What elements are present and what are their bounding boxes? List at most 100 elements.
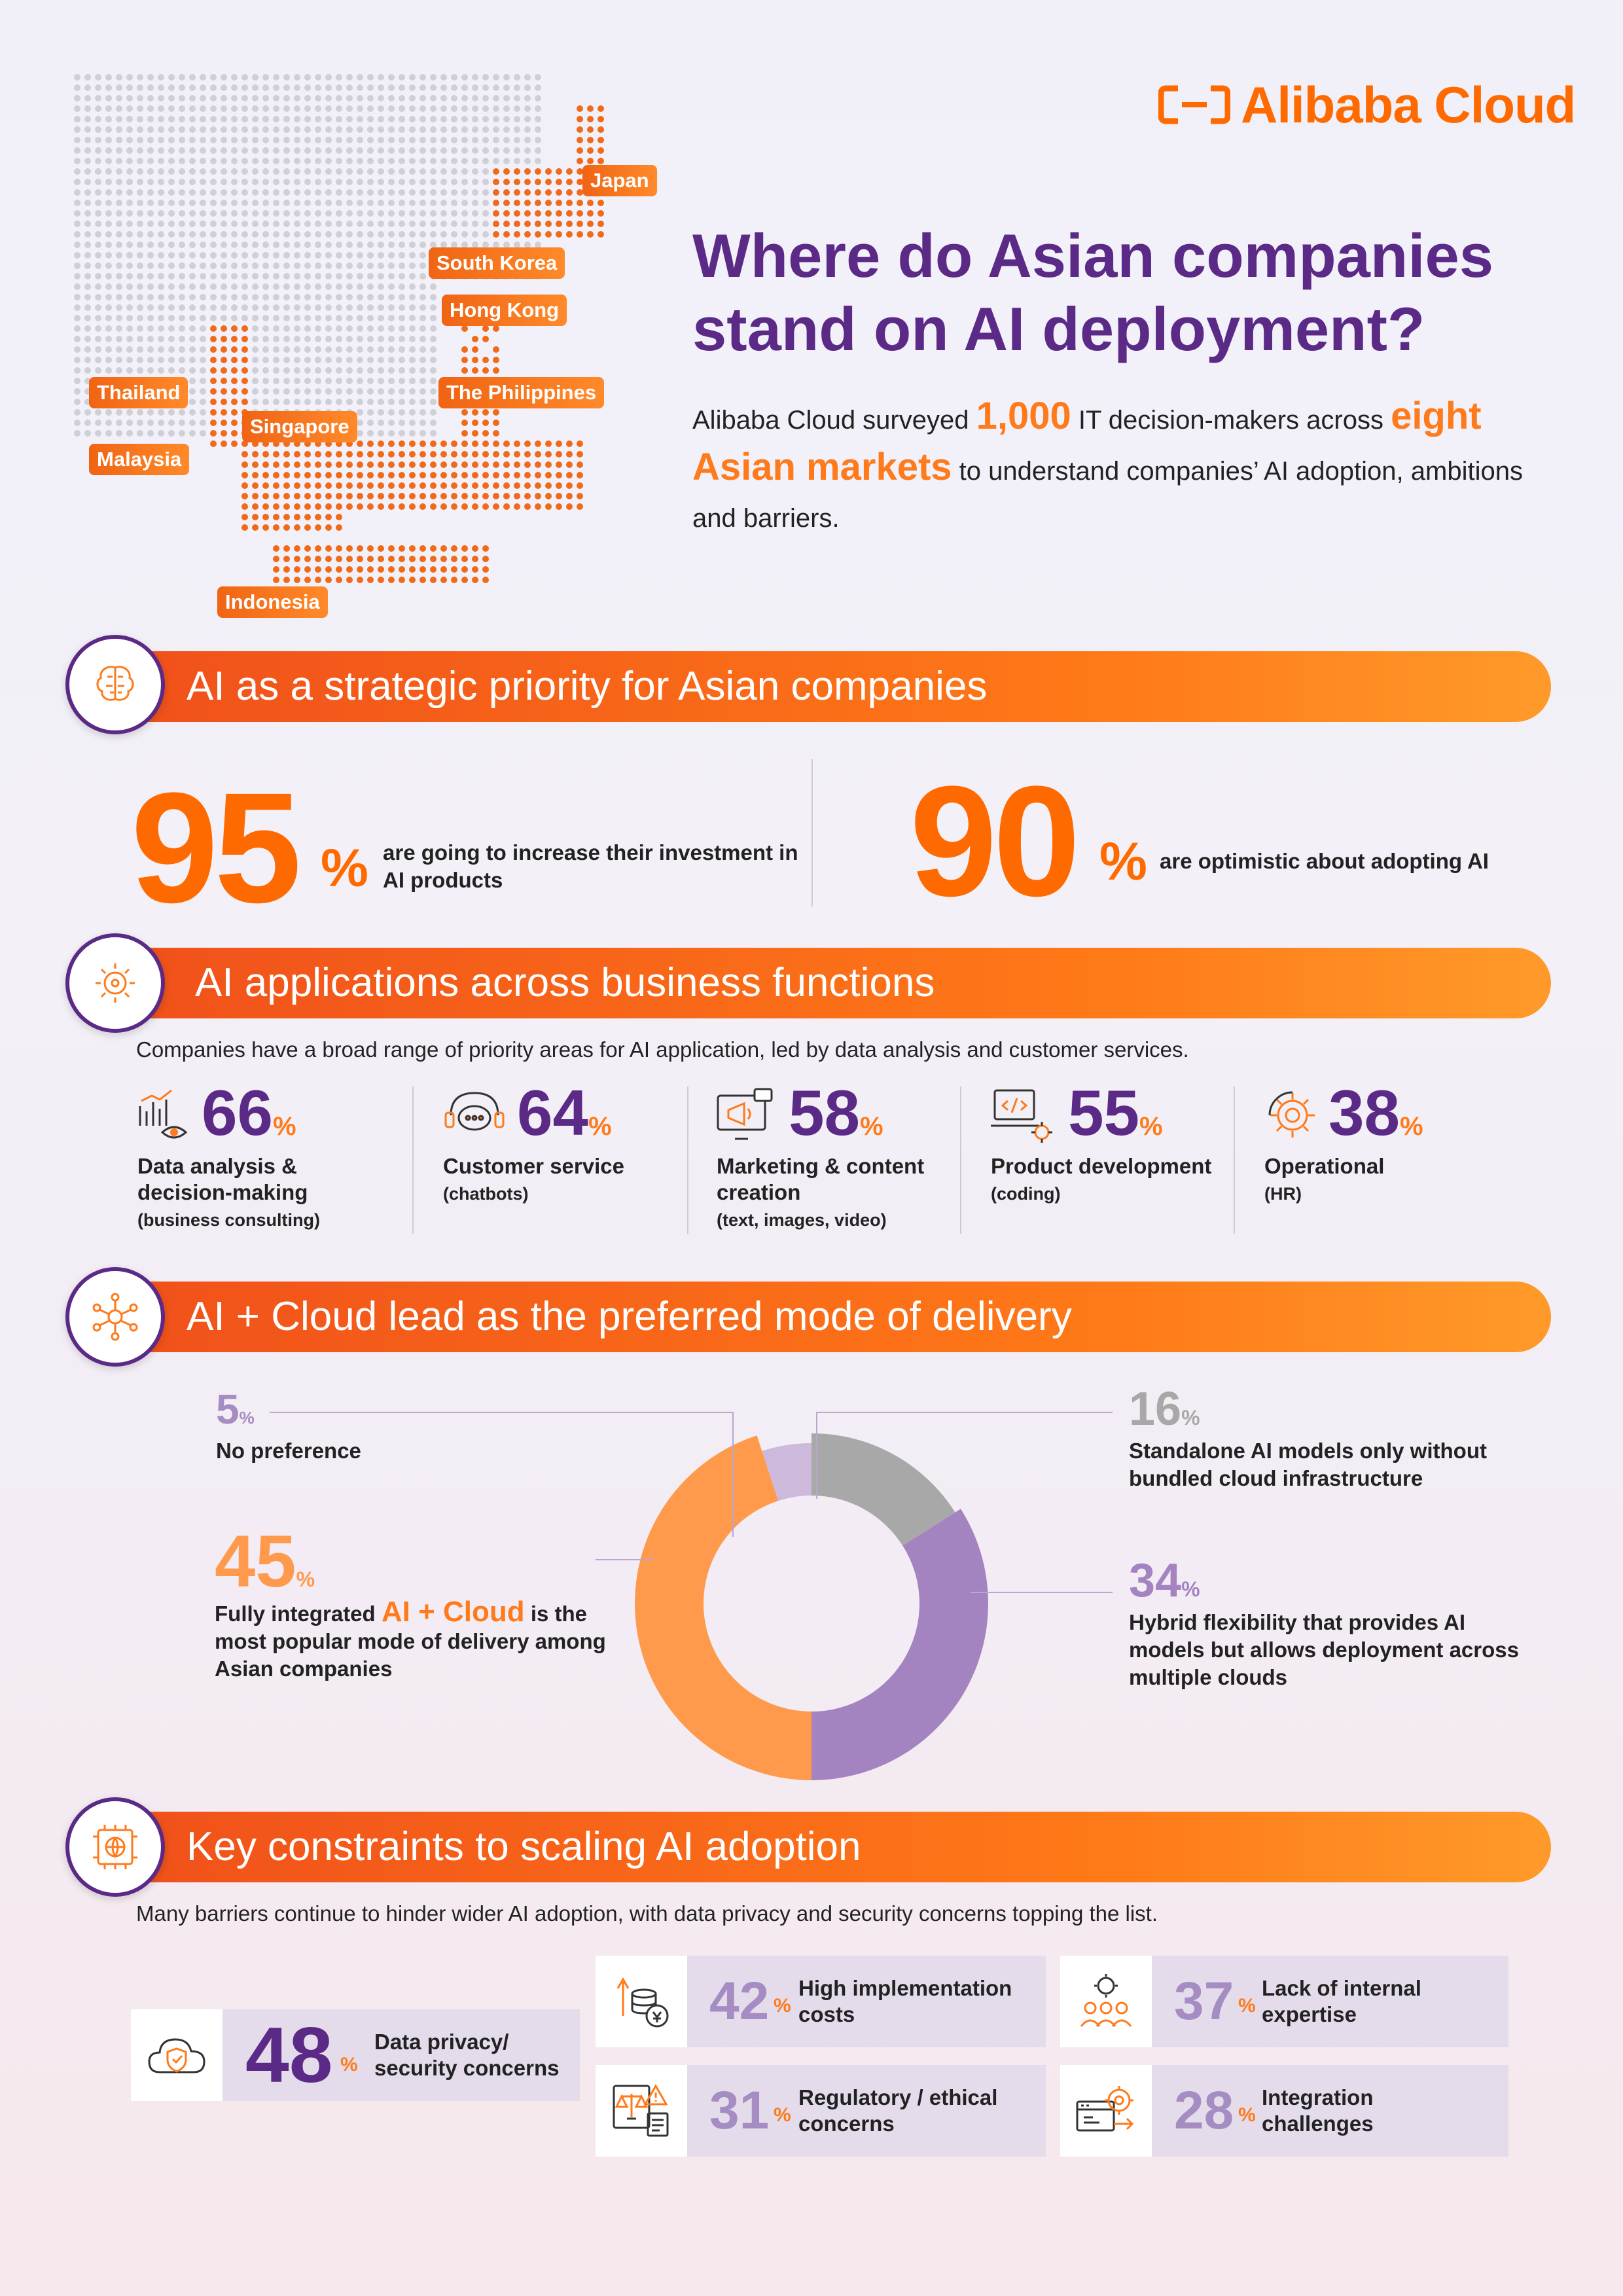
constraint-value: 48 [245,2011,333,2099]
function-pct: % [273,1112,296,1141]
section-bar-priority [111,651,1551,722]
constraint-lack-expertise: 37 % Lack of internal expertise [1152,1956,1508,2047]
donut-text: No preference [216,1439,361,1463]
donut-label-hybrid: 34% Hybrid flexibility that provides AI … [1129,1552,1522,1691]
stat-95-value: 95 [131,760,302,935]
asia-dot-map: Japan South Korea Hong Kong Thailand The… [72,72,661,618]
function-label: Data analysis & decision-making [137,1154,308,1204]
function-divider [687,1086,688,1234]
donut-value: 34 [1129,1554,1182,1607]
function-pct: % [860,1112,883,1141]
map-label-malaysia: Malaysia [89,444,190,475]
donut-text-pre: Fully integrated [215,1602,382,1626]
function-pct: % [588,1112,612,1141]
donut-label-standalone: 16% Standalone AI models only without bu… [1129,1381,1535,1492]
constraint-label: Lack of internal expertise [1262,1976,1421,2026]
slice-hybrid [812,1509,988,1780]
function-divider [1234,1086,1235,1234]
constraint-regulatory: 31 % Regulatory / ethical concerns [687,2065,1046,2157]
donut-pct: % [1181,1406,1200,1429]
constraint-integration: 28 % Integration challenges [1152,2065,1508,2157]
stat-90-value: 90 [910,753,1080,929]
function-divider [412,1086,414,1234]
constraint-pct: % [1238,1995,1256,2017]
stat-95-desc: are going to increase their investment i… [383,840,798,892]
delivery-donut-chart [635,1433,988,1780]
function-label: Marketing & content creation [717,1154,925,1204]
constraints-subtitle: Many barriers continue to hinder wider A… [136,1901,1158,1926]
dot-map-graphic [74,74,604,583]
donut-pct: % [239,1408,255,1427]
team-gear-icon [1060,1956,1152,2047]
section-title-delivery: AI + Cloud lead as the preferred mode of… [187,1294,1072,1339]
brand-name: Alibaba Cloud [1241,75,1576,134]
donut-text-highlight: AI + Cloud [381,1596,525,1628]
megaphone-screen-icon [717,1088,773,1140]
constraint-pct: % [1238,2104,1256,2126]
brain-chip-icon [65,635,165,734]
section-title-constraints: Key constraints to scaling AI adoption [187,1824,861,1869]
code-laptop-icon [991,1089,1052,1143]
intro-markets: eight Asian markets [692,395,1482,488]
function-pct: % [1139,1112,1163,1141]
donut-text: Hybrid flexibility that provides AI mode… [1129,1610,1519,1689]
chart-eye-icon [139,1089,188,1139]
constraint-pct: % [774,2104,791,2126]
function-sub: (chatbots) [443,1184,529,1204]
map-label-philippines: The Philippines [438,377,605,408]
donut-text-post: is the most popular mode of delivery amo… [215,1602,606,1681]
donut-value: 16 [1129,1383,1182,1435]
section-title-priority: AI as a strategic priority for Asian com… [187,664,988,709]
constraint-pct: % [340,2054,358,2075]
alibaba-cloud-logo: Alibaba Cloud [1158,75,1576,134]
constraint-value: 42 [709,1971,770,2031]
section-bar-constraints [111,1812,1551,1882]
function-value: 55 [1068,1077,1140,1149]
intro-text: Alibaba Cloud surveyed 1,000 IT decision… [692,393,1556,542]
cloud-shield-icon [131,2009,223,2101]
constraint-data-privacy: 48 % Data privacy/ security concerns [223,2009,580,2101]
function-sub: (HR) [1264,1184,1302,1204]
intro-count: 1,000 [976,395,1071,437]
coins-arrow-icon [596,1956,687,2047]
constraint-value: 37 [1174,1971,1234,2031]
section-title-applications: AI applications across business function… [195,960,935,1005]
function-operational: 38% Operational (HR) [1263,1080,1538,1230]
donut-label-no-preference: 5% No preference [216,1381,361,1465]
map-label-hong-kong: Hong Kong [442,295,567,326]
section-bar-delivery [111,1282,1551,1352]
constraint-pct: % [774,1995,791,2017]
function-marketing: 58% Marketing & content creation (text, … [715,1080,990,1230]
function-label: Product development [991,1154,1212,1178]
function-label: Customer service [443,1154,624,1178]
constraint-high-costs: 42 % High implementation costs [687,1956,1046,2047]
map-label-thailand: Thailand [89,377,188,408]
donut-pct: % [296,1568,315,1591]
chat-headset-icon [444,1092,505,1131]
donut-text: Standalone AI models only without bundle… [1129,1439,1487,1490]
donut-text: Fully integrated AI + Cloud is the most … [215,1598,607,1683]
stat-95-pct: % [321,838,368,898]
function-customer-service: 64% Customer service (chatbots) [442,1080,717,1230]
function-product-development: 55% Product development (coding) [990,1080,1264,1230]
intro-part2: IT decision-makers across [1071,406,1391,435]
constraint-value: 31 [709,2081,770,2140]
function-divider [960,1086,961,1234]
function-pct: % [1400,1112,1423,1141]
applications-subtitle: Companies have a broad range of priority… [136,1037,1189,1062]
intro-part1: Alibaba Cloud surveyed [692,406,976,435]
function-sub: (coding) [991,1184,1061,1204]
network-icon [65,1267,165,1367]
page-title: Where do Asian companies stand on AI dep… [692,221,1494,363]
integration-gear-icon [1060,2065,1152,2157]
donut-value: 45 [215,1520,296,1602]
section-bar-applications [111,948,1551,1018]
map-label-indonesia: Indonesia [217,586,328,618]
constraint-label: Integration challenges [1262,2085,1374,2136]
map-label-south-korea: South Korea [429,247,565,279]
function-value: 38 [1329,1077,1400,1149]
donut-label-integrated: 45% Fully integrated AI + Cloud is the m… [215,1525,607,1683]
intro-part3: to understand companies’ AI adoption, am… [692,457,1523,533]
constraint-label: High implementation costs [798,1976,1012,2026]
map-label-singapore: Singapore [242,411,357,442]
